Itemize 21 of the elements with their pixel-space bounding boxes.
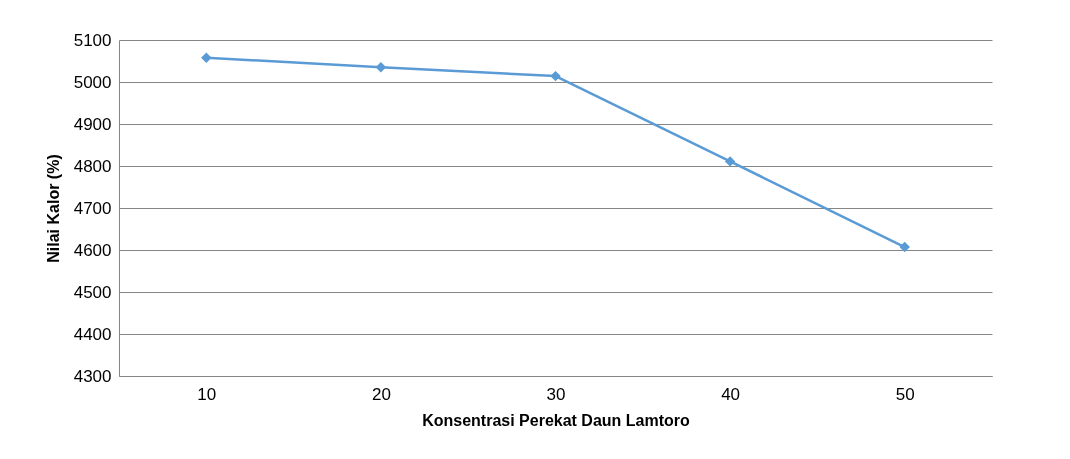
y-axis-title: Nilai Kalor (%) (44, 154, 62, 263)
point (550, 70, 561, 82)
point (201, 52, 212, 63)
point (899, 241, 910, 253)
x-tick-label: 10 (197, 384, 217, 404)
y-tick-label: 4700 (73, 198, 112, 218)
x-axis-title: Konsentrasi Perekat Daun Lamtoro (422, 411, 691, 429)
x-tick-label: 30 (546, 384, 566, 404)
point (375, 62, 387, 73)
y-tick-label: 5100 (73, 30, 112, 50)
x-tick-label: 20 (371, 384, 391, 404)
y-tick-label: 4500 (73, 282, 112, 302)
x-tick-label: 40 (721, 384, 741, 404)
y-tick-label: 5000 (73, 72, 112, 92)
x-tick-label: 50 (895, 384, 915, 404)
y-tick-label: 4400 (73, 324, 112, 344)
y-tick-label: 4900 (73, 114, 112, 134)
point (724, 156, 736, 167)
y-tick-label: 4300 (73, 366, 112, 386)
y-tick-label: 4600 (73, 240, 112, 260)
y-tick-label: 4800 (73, 156, 112, 176)
